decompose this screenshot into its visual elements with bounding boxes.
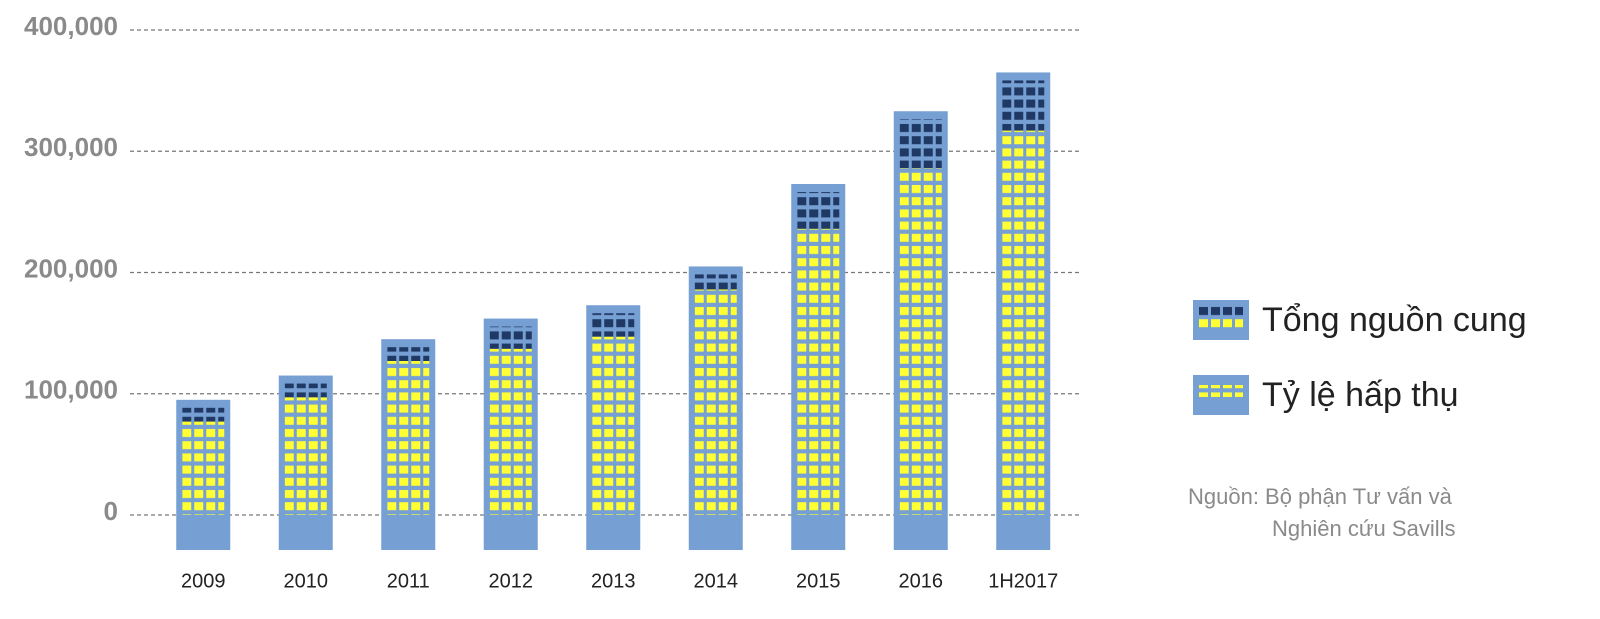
absorption-windows [592,336,635,515]
supply-windows [284,383,327,398]
x-tick-label: 2013 [591,570,636,592]
source-text: Nghiên cứu Savills [1272,516,1455,541]
source-text: Nguồn: Bộ phận Tư vấn và [1188,484,1453,509]
y-tick-label: 200,000 [24,253,118,283]
legend-swatch [1199,385,1243,397]
x-tick-label: 2016 [899,570,944,592]
legend-label: Tỷ lệ hấp thụ [1262,376,1459,414]
x-tick-label: 2011 [387,570,430,592]
supply-windows [387,347,430,362]
x-tick-label: 2010 [284,570,329,592]
y-tick-label: 0 [104,496,118,526]
legend-swatch [1199,316,1243,328]
absorption-windows [797,228,840,515]
supply-windows [694,274,737,290]
y-tick-label: 400,000 [24,11,118,41]
legend-swatch [1199,304,1243,316]
legend-label: Tổng nguồn cung [1262,301,1527,339]
supply-windows [489,326,532,349]
absorption-windows [899,168,942,515]
supply-windows [797,191,840,229]
absorption-windows [694,289,737,515]
y-tick-label: 100,000 [24,375,118,405]
absorption-windows [284,397,327,515]
absorption-windows [489,348,532,515]
x-tick-label: 2014 [694,570,739,592]
absorption-windows [387,361,430,515]
supply-windows [182,407,225,422]
supply-windows [899,119,942,169]
x-tick-label: 1H2017 [988,570,1058,592]
x-tick-label: 2015 [796,570,841,592]
absorption-windows [182,421,225,515]
supply-windows [1002,80,1045,131]
supply-windows [592,313,635,337]
absorption-windows [1002,130,1045,515]
x-tick-label: 2012 [489,570,534,592]
x-tick-label: 2009 [181,570,226,592]
y-tick-label: 300,000 [24,132,118,162]
